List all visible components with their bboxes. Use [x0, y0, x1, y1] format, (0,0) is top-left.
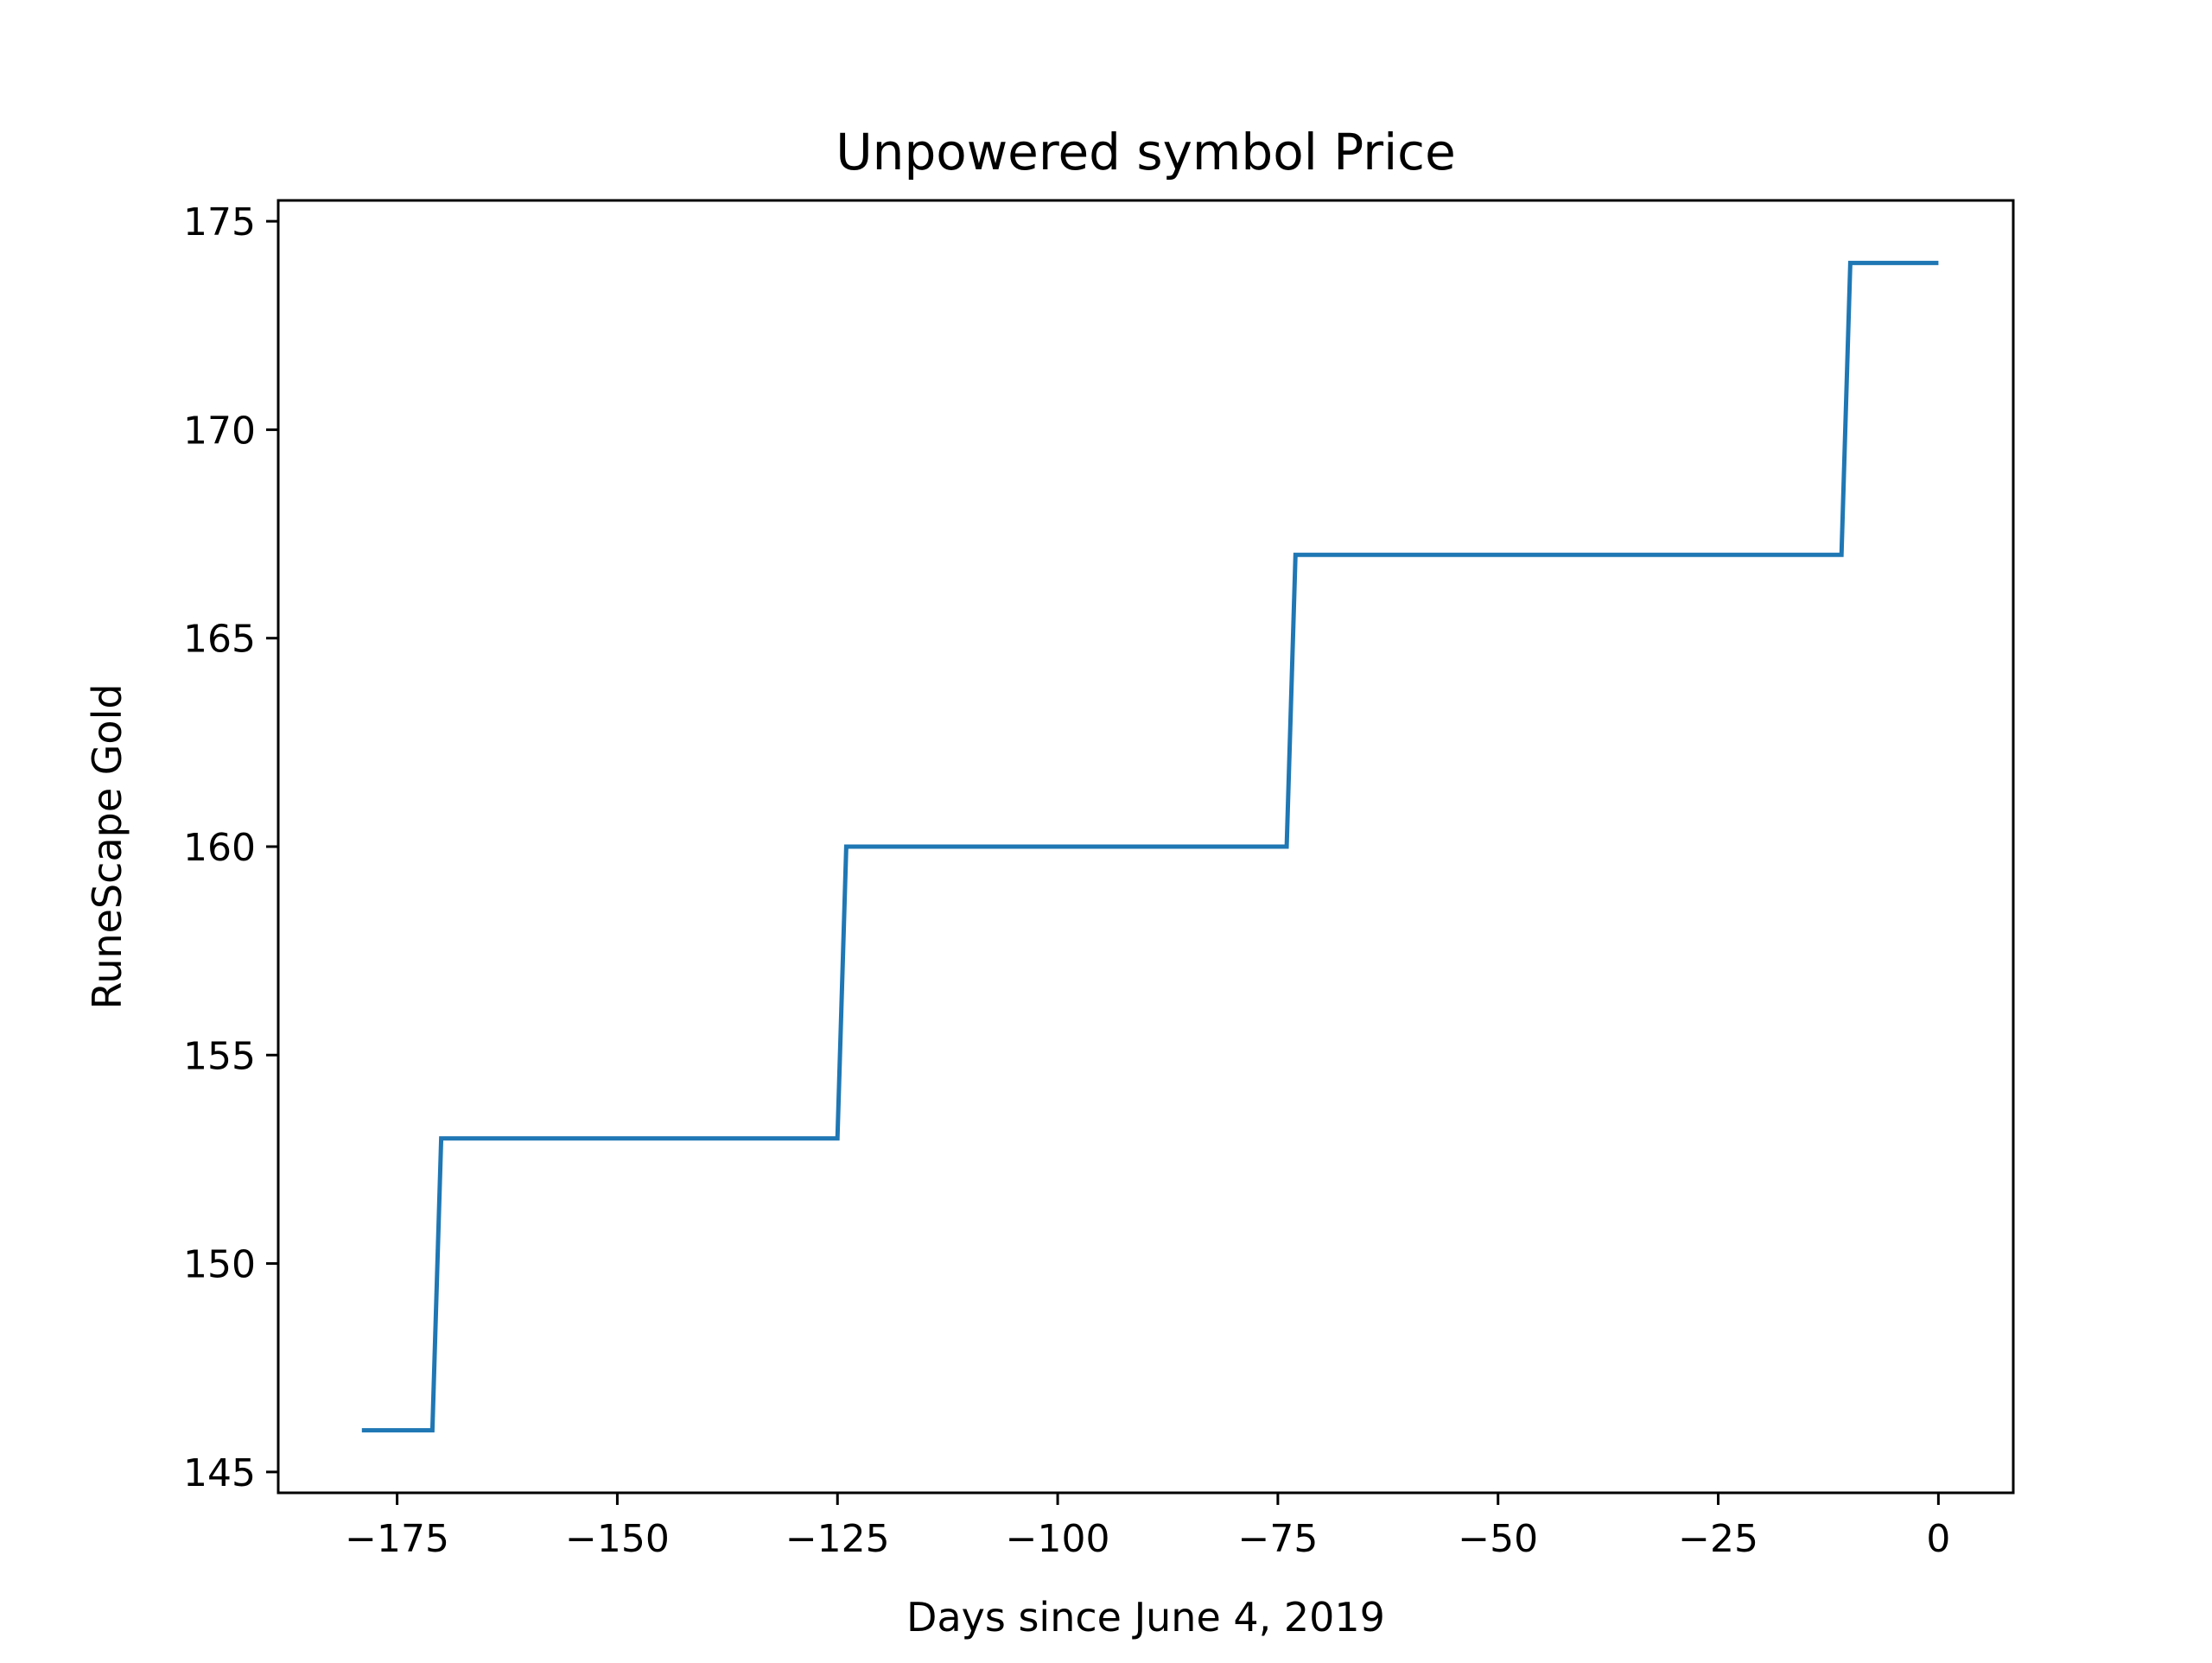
price-series-line: [361, 260, 1939, 1433]
x-tick-label: −175: [345, 1517, 449, 1561]
y-tick-label: 155: [183, 1034, 256, 1078]
y-tick-label: 150: [183, 1243, 256, 1287]
y-tick-label: 170: [183, 409, 256, 453]
y-tick-label: 160: [183, 826, 256, 870]
series-layer: [361, 260, 1939, 1433]
x-tick-label: −100: [1006, 1517, 1110, 1561]
ticks-layer: −175 −150 −125 −100 −75 −50 −25 0 145 150 155 160 16…: [183, 200, 1950, 1561]
x-tick-label: −50: [1458, 1517, 1538, 1561]
y-tick-label: 175: [183, 200, 256, 244]
plot-area-frame: [276, 199, 2015, 1495]
x-tick-label: −150: [565, 1517, 670, 1561]
chart-title: Unpowered symbol Price: [836, 123, 1456, 181]
x-tick-label: −125: [785, 1517, 890, 1561]
y-tick-label: 145: [183, 1451, 256, 1495]
y-axis-label: RuneScape Gold: [84, 683, 130, 1009]
x-tick-label: 0: [1926, 1517, 1950, 1561]
x-tick-label: −25: [1678, 1517, 1758, 1561]
x-tick-label: −75: [1237, 1517, 1318, 1561]
y-tick-label: 165: [183, 618, 256, 662]
x-axis-label: Days since June 4, 2019: [906, 1594, 1385, 1641]
